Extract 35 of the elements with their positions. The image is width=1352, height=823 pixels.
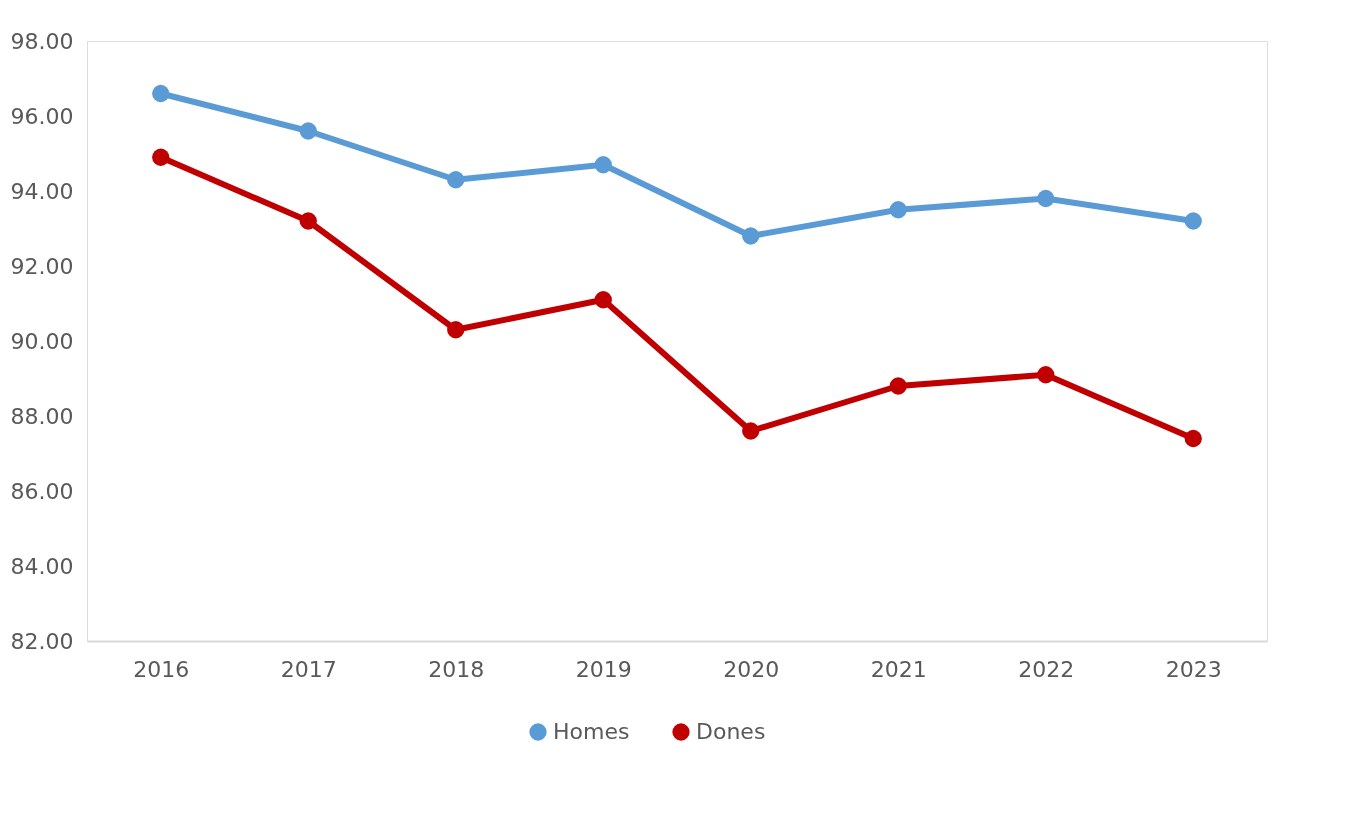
- point: [594, 156, 612, 174]
- y-tick-label: 98.00: [10, 28, 74, 54]
- point: [1037, 366, 1055, 384]
- x-tick-label: 2021: [870, 656, 927, 682]
- y-tick-label: 92.00: [10, 253, 74, 279]
- point: [152, 148, 170, 166]
- point: [447, 321, 465, 339]
- y-tick-label: 84.00: [10, 553, 74, 579]
- y-tick-label: 94.00: [10, 178, 74, 204]
- point: [1184, 212, 1202, 230]
- point: [1037, 189, 1055, 208]
- point: [299, 212, 317, 230]
- y-tick-label: 96.00: [10, 103, 74, 129]
- point: [889, 201, 907, 219]
- point: [1184, 429, 1202, 448]
- x-tick-label: 2017: [280, 656, 337, 682]
- y-tick-label: 82.00: [10, 628, 74, 654]
- x-tick-label: 2023: [1165, 656, 1222, 682]
- point: [299, 122, 317, 140]
- y-tick-label: 86.00: [10, 478, 74, 504]
- legend-label: Dones: [696, 719, 766, 744]
- point: [742, 422, 760, 440]
- point: [152, 84, 170, 103]
- x-tick-label: 2016: [133, 656, 190, 682]
- y-tick-label: 90.00: [10, 328, 74, 354]
- legend-label: Homes: [553, 719, 630, 744]
- x-tick-label: 2020: [723, 656, 780, 682]
- point: [889, 377, 907, 395]
- x-tick-label: 2018: [428, 656, 485, 682]
- point: [594, 291, 612, 309]
- y-tick-label: 88.00: [10, 403, 74, 429]
- x-tick-label: 2022: [1018, 656, 1075, 682]
- point: [447, 171, 465, 189]
- x-tick-label: 2019: [575, 656, 632, 682]
- point: [742, 227, 760, 245]
